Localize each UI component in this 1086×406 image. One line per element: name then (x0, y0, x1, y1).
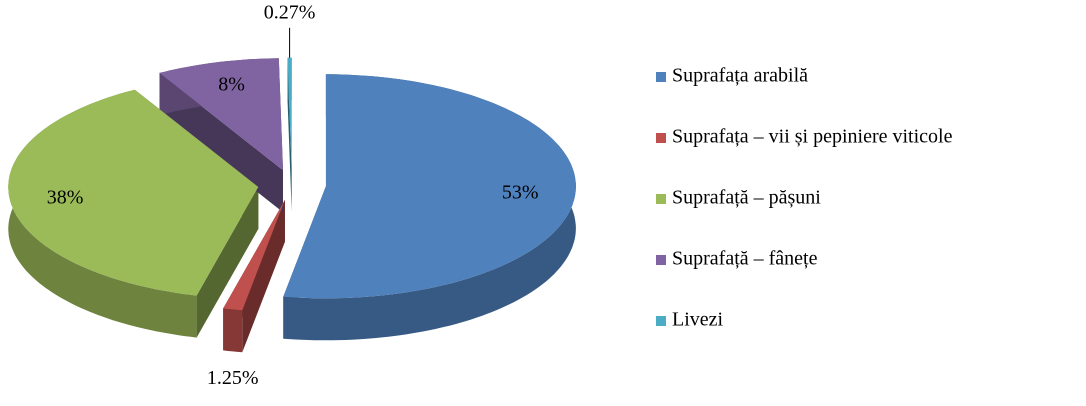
pie-slice (8, 89, 259, 296)
legend-swatch (656, 133, 666, 143)
legend-swatch (656, 194, 666, 204)
legend-label: Livezi (672, 309, 724, 331)
pie-slice (283, 74, 576, 299)
data-label: 1.25% (207, 367, 259, 389)
legend-swatch (656, 255, 666, 265)
legend-swatch (656, 72, 666, 82)
data-label: 0.27% (264, 1, 316, 23)
legend-label: Suprafață – pășuni (672, 187, 821, 209)
legend-label: Suprafața arabilă (672, 65, 808, 87)
pie-slice (223, 199, 285, 311)
slice-side (196, 187, 259, 338)
data-label: 53% (502, 181, 539, 203)
legend-label: Suprafața – vii și pepiniere viticole (672, 126, 953, 148)
pie-slice (159, 58, 283, 171)
legend-label: Suprafață – fânețe (672, 248, 818, 270)
data-label: 38% (47, 186, 84, 208)
data-label: 8% (218, 74, 245, 96)
slice-wall (223, 308, 243, 353)
legend-swatch (656, 316, 666, 326)
pie-slice (287, 57, 292, 170)
